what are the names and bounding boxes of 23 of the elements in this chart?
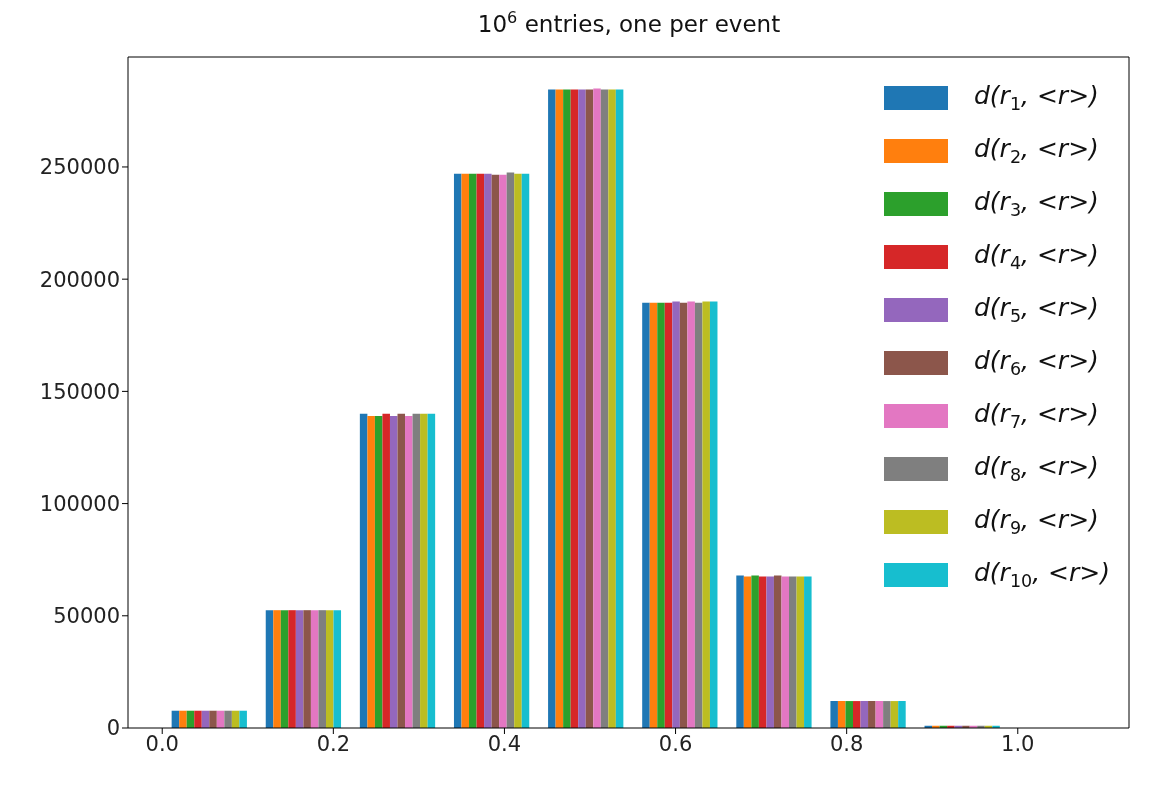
chart-title: 10$^{6}$ entries, one per event — [477, 8, 781, 37]
legend-label: d(r$_{1}$, <r>) — [973, 81, 1099, 114]
x-tick-label: 0.8 — [829, 731, 864, 756]
x-tick-label: 1.0 — [1001, 731, 1035, 756]
legend-label: d(r$_{9}$, <r>) — [973, 505, 1099, 538]
legend-label: d(r$_{2}$, <r>) — [973, 134, 1099, 167]
legend-label: d(r$_{3}$, <r>) — [973, 187, 1099, 220]
y-tick-label: 100000 — [39, 492, 120, 517]
y-tick-label: 150000 — [39, 379, 120, 404]
legend-label: d(r$_{10}$, <r>) — [973, 558, 1110, 591]
y-tick-label: 50000 — [53, 604, 120, 629]
legend-label: d(r$_{8}$, <r>) — [973, 452, 1099, 485]
y-tick-label: 200000 — [39, 267, 120, 292]
legend-label: d(r$_{4}$, <r>) — [973, 240, 1099, 273]
x-tick-label: 0.6 — [658, 731, 693, 756]
y-tick-label: 250000 — [39, 155, 120, 180]
legend-label: d(r$_{6}$, <r>) — [973, 346, 1099, 379]
x-tick-label: 0.2 — [316, 731, 351, 756]
y-tick-label: 0 — [106, 716, 120, 741]
legend-label: d(r$_{5}$, <r>) — [973, 293, 1099, 326]
x-tick-label: 0.4 — [487, 731, 522, 756]
legend-label: d(r$_{7}$, <r>) — [973, 399, 1099, 432]
x-tick-label: 0.0 — [145, 731, 179, 756]
